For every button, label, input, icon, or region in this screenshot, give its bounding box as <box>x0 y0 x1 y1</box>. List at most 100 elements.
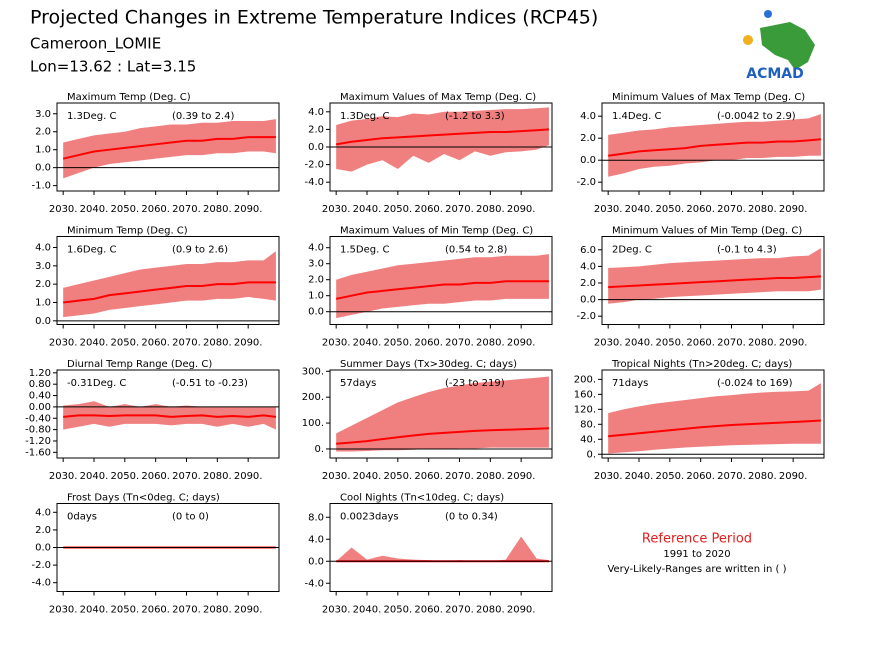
y-tick-label: 2.0 <box>308 124 324 135</box>
panel: Minimum Values of Max Temp (Deg. C) 1.4De… <box>576 92 825 215</box>
panel-title: Frost Days (Tn<0deg. C; days) <box>67 493 220 504</box>
x-tick-label: 2050. <box>111 204 140 215</box>
range-label: (-23 to 219) <box>445 378 505 389</box>
panel: Minimum Values of Min Temp (Deg. C) 2Deg.… <box>576 226 825 349</box>
x-tick-label: 2080. <box>203 204 232 215</box>
logo: ACMAD <box>743 10 815 82</box>
x-tick-label: 2070. <box>445 605 474 616</box>
panel: Maximum Values of Max Temp (Deg. C) 1.3De… <box>304 92 553 215</box>
x-tick-label: 2050. <box>384 605 413 616</box>
x-tick-label: 2070. <box>172 204 201 215</box>
y-tick-label: 4.0 <box>580 111 596 122</box>
x-tick-label: 2060. <box>414 605 443 616</box>
y-tick-label: 0.40 <box>29 391 51 402</box>
x-tick-label: 2030. <box>322 605 351 616</box>
plot-frame <box>56 236 280 325</box>
x-tick-label: 2070. <box>445 338 474 349</box>
range-label: (-0.0042 to 2.9) <box>717 111 796 122</box>
x-tick-label: 2060. <box>686 204 715 215</box>
panel-title: Tropical Nights (Tn>20deg. C; days) <box>611 359 792 370</box>
y-tick-label: 1.20 <box>29 368 51 379</box>
coordinates: Lon=13.62 : Lat=3.15 <box>30 58 196 76</box>
mean-line <box>335 128 549 146</box>
y-tick-label: -4.0 <box>31 578 51 589</box>
x-tick-label: 2050. <box>656 204 685 215</box>
mean-label: -0.31Deg. C <box>67 378 126 389</box>
mean-line <box>336 427 549 445</box>
reference-period: 1991 to 2020 <box>663 549 730 560</box>
panel: Maximum Temp (Deg. C) 1.3Deg. C (0.39 to 2… <box>31 92 280 215</box>
range-label: (-0.024 to 169) <box>717 378 793 389</box>
panel-title: Minimum Temp (Deg. C) <box>67 226 188 237</box>
mean-label: 1.6Deg. C <box>67 245 116 256</box>
panel: Cool Nights (Tn<10deg. C; days) 0.0023day… <box>304 493 553 616</box>
x-tick-label: 2040. <box>80 605 109 616</box>
y-tick-label: 2.0 <box>35 525 51 536</box>
x-tick-label: 2050. <box>656 338 685 349</box>
mean-line <box>608 275 821 289</box>
likely-range <box>336 254 549 319</box>
y-tick-label: 1.0 <box>308 291 324 302</box>
x-tick-label: 2080. <box>476 338 505 349</box>
mean-line <box>608 138 822 157</box>
figure-title: Projected Changes in Extreme Temperature… <box>30 7 598 29</box>
y-tick-label: 2.0 <box>35 127 51 138</box>
mean-label: 1.3Deg. C <box>340 111 389 122</box>
x-tick-label: 2040. <box>80 338 109 349</box>
y-tick-label: 0.0 <box>35 543 51 554</box>
mean-line <box>62 136 276 160</box>
y-tick-label: 200. <box>302 392 324 403</box>
y-tick-label: 2.0 <box>308 275 324 286</box>
y-tick-label: 4.0 <box>580 261 596 272</box>
plot-frame <box>329 236 553 325</box>
y-tick-label: -4.0 <box>304 578 324 589</box>
likely-range <box>336 107 549 172</box>
y-tick-label: 2.0 <box>580 278 596 289</box>
location: Cameroon_LOMIE <box>30 35 161 54</box>
x-tick-label: 2080. <box>476 471 505 482</box>
x-tick-label: 2070. <box>717 471 746 482</box>
y-tick-label: -2.0 <box>304 160 324 171</box>
x-tick-label: 2070. <box>717 204 746 215</box>
y-tick-label: 0.0 <box>308 556 324 567</box>
plot-frame <box>601 236 825 325</box>
mean-label: 1.4Deg. C <box>612 111 661 122</box>
panel: Frost Days (Tn<0deg. C; days) 0days (0 to … <box>31 493 280 616</box>
x-tick-label: 2080. <box>203 605 232 616</box>
range-label: (-1.2 to 3.3) <box>445 111 505 122</box>
x-tick-label: 2040. <box>353 605 382 616</box>
plot-frame <box>56 102 280 192</box>
range-label: (0.9 to 2.6) <box>172 245 228 256</box>
y-tick-label: 1.0 <box>35 298 51 309</box>
y-tick-label: -0.80 <box>25 425 51 436</box>
likely-range <box>336 536 549 562</box>
x-tick-label: 2090. <box>779 204 808 215</box>
mean-line <box>335 280 549 300</box>
plot-frame <box>601 102 825 192</box>
x-tick-label: 2060. <box>414 338 443 349</box>
y-tick-label: -0.40 <box>25 413 51 424</box>
panel-title: Minimum Values of Min Temp (Deg. C) <box>612 226 802 237</box>
x-tick-label: 2070. <box>172 338 201 349</box>
y-tick-label: 0. <box>586 449 596 460</box>
x-tick-label: 2030. <box>594 471 623 482</box>
y-tick-label: 0.0 <box>35 163 51 174</box>
y-tick-label: -1.0 <box>31 181 51 192</box>
x-tick-label: 2080. <box>748 471 777 482</box>
x-tick-label: 2030. <box>322 204 351 215</box>
y-tick-label: 1.0 <box>35 145 51 156</box>
x-tick-label: 2030. <box>322 338 351 349</box>
x-tick-label: 2040. <box>353 338 382 349</box>
plot-frame <box>329 503 553 592</box>
x-tick-label: 2090. <box>507 204 536 215</box>
range-label: (0.54 to 2.8) <box>445 245 507 256</box>
range-label: (-0.51 to -0.23) <box>172 378 248 389</box>
x-tick-label: 2060. <box>141 338 170 349</box>
mean-line <box>63 281 276 304</box>
x-tick-label: 2040. <box>625 338 654 349</box>
x-tick-label: 2070. <box>172 471 201 482</box>
y-tick-label: -1.20 <box>25 436 51 447</box>
x-tick-label: 2090. <box>507 338 536 349</box>
y-tick-label: 0. <box>314 444 324 455</box>
